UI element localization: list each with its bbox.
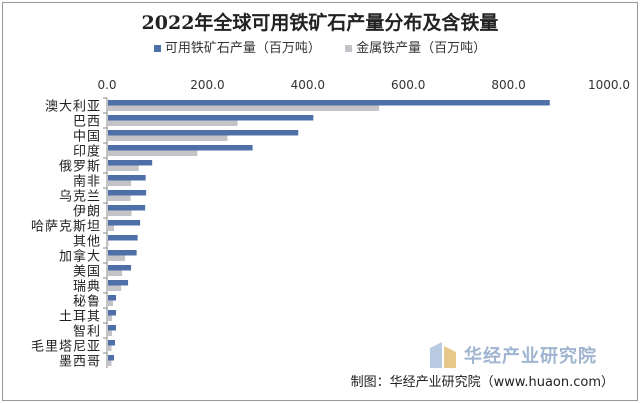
x-tick-label: 0.0: [97, 78, 116, 92]
category-label: 美国: [73, 265, 101, 280]
x-tick-label: 1000.0: [588, 78, 630, 92]
bar-iron: [108, 255, 126, 261]
bar-iron: [108, 225, 115, 231]
bar-ore: [108, 100, 550, 106]
category-label: 澳大利亚: [45, 99, 101, 115]
bar-iron: [108, 120, 238, 126]
legend-item-ore: 可用铁矿石产量（百万吨）: [153, 37, 321, 56]
bar-ore: [108, 250, 137, 256]
category-label: 伊朗: [73, 205, 101, 220]
category-label: 中国: [73, 130, 101, 145]
category-label: 其他: [73, 235, 101, 250]
chart-title: 2022年全球可用铁矿石产量分布及含铁量: [141, 12, 499, 34]
legend: 可用铁矿石产量（百万吨） 金属铁产量（百万吨）: [0, 37, 640, 56]
bar-ore: [108, 340, 116, 346]
bar-iron: [108, 240, 109, 246]
bar-ore: [108, 220, 141, 226]
x-tick-label: 400.0: [291, 78, 325, 92]
bar-iron: [108, 330, 113, 336]
bar-iron: [108, 150, 198, 156]
category-label: 巴西: [73, 115, 101, 130]
bar-ore: [108, 310, 117, 316]
legend-swatch-iron: [345, 45, 353, 52]
bar-iron: [108, 270, 123, 276]
bar-iron: [108, 210, 132, 216]
category-label: 瑞典: [73, 280, 101, 295]
bar-iron: [108, 315, 113, 321]
bar-iron: [108, 195, 131, 201]
x-tick-label: 600.0: [391, 78, 425, 92]
bar-ore: [108, 325, 117, 331]
bar-ore: [108, 265, 132, 271]
category-label: 哈萨克斯坦: [31, 220, 101, 235]
category-label: 南非: [73, 174, 101, 190]
watermark: 华经产业研究院: [428, 340, 597, 370]
bar-iron: [108, 285, 122, 291]
bar-iron: [108, 345, 112, 351]
category-label: 毛里塔尼亚: [31, 340, 101, 355]
bar-ore: [108, 160, 153, 166]
bar-iron: [108, 300, 114, 306]
bar-ore: [108, 205, 146, 211]
category-label: 加拿大: [59, 249, 101, 265]
category-label: 俄罗斯: [59, 160, 101, 175]
bar-iron: [108, 105, 380, 111]
category-label: 秘鲁: [73, 295, 101, 310]
bar-ore: [108, 295, 117, 301]
watermark-logo-icon: [430, 342, 456, 368]
category-label: 乌克兰: [59, 189, 101, 205]
bar-ore: [108, 115, 314, 121]
bar-ore: [108, 280, 129, 286]
bar-ore: [108, 145, 253, 151]
legend-item-iron: 金属铁产量（百万吨）: [345, 37, 486, 56]
bar-ore: [108, 175, 146, 181]
bar-ore: [108, 355, 115, 361]
x-tick-label: 200.0: [190, 78, 224, 92]
bar-ore: [108, 235, 138, 241]
legend-swatch-ore: [153, 45, 161, 52]
category-label: 土耳其: [59, 310, 101, 325]
category-label: 印度: [73, 144, 101, 160]
x-tick-label: 800.0: [491, 78, 525, 92]
bar-ore: [108, 190, 147, 196]
legend-label-iron: 金属铁产量（百万吨）: [356, 41, 487, 56]
bar-iron: [108, 135, 228, 141]
bar-iron: [108, 360, 112, 366]
category-label: 智利: [73, 325, 101, 340]
category-label: 墨西哥: [59, 355, 101, 370]
watermark-text: 华经产业研究院: [464, 346, 597, 367]
source-footer: 制图：华经产业研究院（www.huaon.com）: [350, 375, 614, 390]
bar-ore: [108, 130, 299, 136]
legend-label-ore: 可用铁矿石产量（百万吨）: [164, 41, 321, 56]
bar-iron: [108, 165, 139, 171]
bar-iron: [108, 180, 132, 186]
